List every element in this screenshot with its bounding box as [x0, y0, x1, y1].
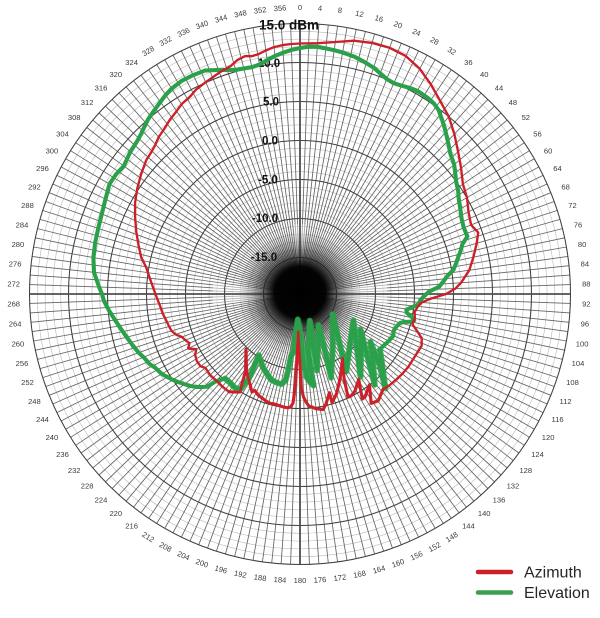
svg-text:120: 120 — [542, 433, 555, 442]
svg-text:76: 76 — [574, 220, 582, 229]
svg-text:260: 260 — [12, 339, 25, 348]
svg-text:60: 60 — [544, 146, 552, 155]
svg-text:184: 184 — [273, 575, 286, 585]
svg-text:168: 168 — [352, 569, 366, 580]
svg-text:312: 312 — [81, 98, 94, 107]
svg-text:56: 56 — [533, 129, 541, 138]
svg-text:24: 24 — [411, 27, 422, 39]
svg-text:5.0: 5.0 — [263, 96, 279, 108]
svg-text:308: 308 — [68, 113, 81, 122]
svg-text:72: 72 — [568, 201, 576, 210]
svg-text:64: 64 — [553, 164, 561, 173]
svg-text:144: 144 — [462, 521, 475, 530]
svg-text:4: 4 — [318, 4, 323, 13]
svg-text:128: 128 — [519, 466, 532, 475]
svg-text:104: 104 — [572, 359, 585, 368]
svg-text:268: 268 — [7, 300, 20, 309]
svg-text:224: 224 — [95, 496, 108, 505]
svg-text:348: 348 — [233, 8, 247, 19]
svg-text:36: 36 — [464, 58, 472, 67]
svg-text:84: 84 — [581, 260, 589, 269]
svg-text:292: 292 — [28, 182, 41, 191]
svg-text:320: 320 — [109, 70, 122, 79]
svg-text:12: 12 — [355, 9, 365, 20]
svg-text:304: 304 — [56, 129, 69, 138]
svg-text:80: 80 — [578, 240, 586, 249]
svg-text:244: 244 — [36, 415, 49, 424]
svg-text:Azimuth: Azimuth — [524, 565, 582, 582]
svg-text:44: 44 — [495, 84, 503, 93]
svg-text:Elevation: Elevation — [524, 585, 590, 602]
svg-text:248: 248 — [28, 397, 41, 406]
svg-text:116: 116 — [551, 415, 563, 424]
svg-text:296: 296 — [36, 164, 49, 173]
svg-text:164: 164 — [372, 563, 387, 575]
svg-text:108: 108 — [566, 378, 579, 387]
svg-text:352: 352 — [253, 5, 267, 16]
svg-text:28: 28 — [429, 35, 441, 47]
svg-text:-10.0: -10.0 — [252, 213, 278, 225]
svg-text:40: 40 — [480, 70, 488, 79]
svg-text:15.0 dBm: 15.0 dBm — [259, 18, 319, 33]
svg-text:252: 252 — [21, 378, 34, 387]
svg-text:48: 48 — [509, 98, 517, 107]
svg-text:220: 220 — [109, 509, 122, 518]
svg-text:344: 344 — [214, 13, 229, 25]
svg-text:200: 200 — [194, 557, 209, 570]
svg-text:160: 160 — [391, 557, 406, 570]
svg-text:316: 316 — [95, 84, 108, 93]
svg-text:100: 100 — [576, 339, 589, 348]
svg-text:180: 180 — [294, 576, 307, 585]
svg-text:324: 324 — [125, 58, 138, 67]
svg-text:196: 196 — [214, 563, 229, 575]
svg-text:240: 240 — [46, 433, 59, 442]
svg-text:188: 188 — [253, 572, 267, 583]
svg-text:176: 176 — [313, 575, 326, 585]
svg-text:-5.0: -5.0 — [258, 174, 278, 186]
svg-text:172: 172 — [333, 572, 347, 583]
svg-text:124: 124 — [531, 450, 544, 459]
svg-text:256: 256 — [16, 359, 29, 368]
svg-text:136: 136 — [493, 496, 506, 505]
svg-text:88: 88 — [582, 280, 590, 289]
svg-text:228: 228 — [81, 481, 94, 490]
svg-text:276: 276 — [9, 260, 22, 269]
svg-text:356: 356 — [273, 3, 286, 13]
svg-text:192: 192 — [233, 569, 247, 580]
svg-text:20: 20 — [392, 19, 403, 30]
svg-text:32: 32 — [446, 45, 458, 57]
svg-text:0.0: 0.0 — [262, 135, 278, 147]
svg-text:216: 216 — [125, 521, 138, 530]
svg-text:236: 236 — [56, 450, 69, 459]
svg-text:52: 52 — [522, 113, 530, 122]
svg-text:92: 92 — [582, 300, 590, 309]
svg-text:16: 16 — [374, 13, 385, 24]
svg-text:96: 96 — [581, 320, 589, 329]
svg-text:112: 112 — [560, 397, 572, 406]
svg-text:284: 284 — [16, 220, 29, 229]
svg-text:-15.0: -15.0 — [251, 252, 277, 264]
svg-text:140: 140 — [478, 509, 491, 518]
svg-text:288: 288 — [21, 201, 34, 210]
svg-text:264: 264 — [9, 320, 22, 329]
svg-text:0: 0 — [298, 3, 302, 12]
svg-text:132: 132 — [507, 481, 520, 490]
svg-text:68: 68 — [561, 182, 569, 191]
svg-text:280: 280 — [12, 240, 25, 249]
svg-text:232: 232 — [68, 466, 81, 475]
svg-text:300: 300 — [46, 146, 59, 155]
svg-text:272: 272 — [7, 280, 20, 289]
svg-text:340: 340 — [195, 18, 210, 31]
svg-text:8: 8 — [337, 6, 342, 16]
